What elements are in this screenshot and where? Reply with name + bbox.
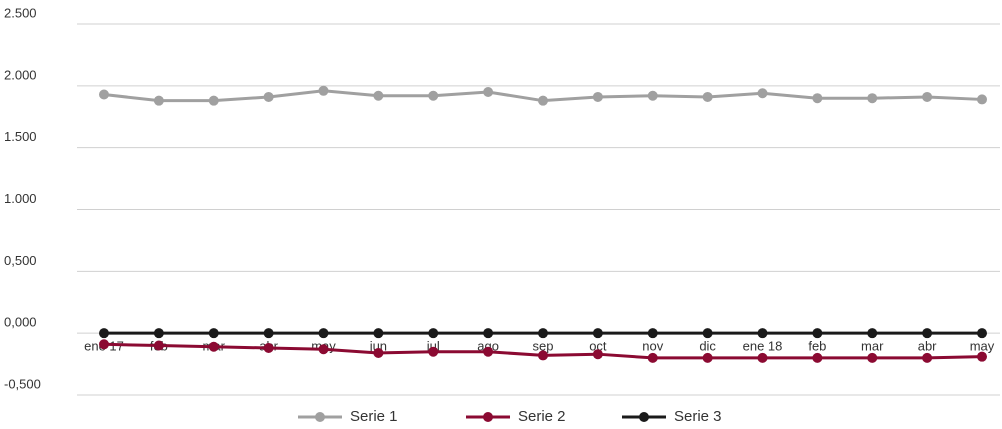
x-tick-label: mar: [861, 339, 884, 354]
point: [153, 328, 164, 339]
point: [538, 350, 548, 361]
point: [922, 91, 933, 102]
point: [483, 346, 494, 357]
point: [757, 328, 768, 339]
x-tick-label: jun: [369, 339, 387, 354]
x-tick-label: sep: [533, 339, 554, 354]
point: [428, 328, 439, 339]
point: [153, 340, 164, 351]
y-tick-label: 2.000: [4, 67, 37, 82]
point: [208, 341, 219, 352]
point: [647, 328, 658, 339]
point: [812, 93, 823, 104]
point: [812, 328, 823, 339]
point: [538, 328, 548, 339]
point: [428, 346, 439, 357]
point: [208, 328, 219, 339]
point: [483, 87, 494, 98]
legend-marker: [315, 412, 325, 422]
point: [702, 352, 713, 363]
y-tick-label: 0,000: [4, 315, 37, 330]
x-tick-label: ago: [477, 339, 499, 354]
point: [153, 95, 164, 106]
y-tick-label: 2.500: [4, 5, 37, 20]
legend-label: Serie 2: [518, 408, 566, 425]
point: [592, 328, 603, 339]
point: [538, 95, 548, 106]
point: [318, 344, 329, 355]
point: [647, 352, 658, 363]
point: [428, 90, 439, 101]
legend-marker: [483, 412, 493, 422]
point: [977, 328, 987, 339]
point: [647, 90, 658, 101]
point: [592, 349, 603, 360]
point: [977, 351, 987, 362]
y-tick-label: 1.000: [4, 191, 37, 206]
point: [922, 352, 933, 363]
y-tick-label: 0,500: [4, 253, 37, 268]
y-tick-label: 1.500: [4, 129, 37, 144]
point: [263, 328, 274, 339]
legend-marker: [639, 412, 649, 422]
x-tick-label: abr: [918, 339, 937, 354]
x-tick-label: ene 18: [743, 339, 783, 354]
point: [812, 352, 823, 363]
point: [867, 93, 878, 104]
point: [99, 339, 109, 350]
point: [373, 90, 384, 101]
y-tick-label: -0,500: [4, 376, 41, 391]
x-tick-label: feb: [808, 339, 826, 354]
point: [373, 347, 384, 358]
legend-label: Serie 3: [674, 408, 722, 425]
point: [702, 91, 713, 102]
point: [373, 328, 384, 339]
x-tick-label: nov: [642, 339, 663, 354]
point: [99, 328, 109, 339]
legend-label: Serie 1: [350, 408, 398, 425]
point: [208, 95, 219, 106]
point: [318, 85, 329, 96]
point: [922, 328, 933, 339]
point: [867, 352, 878, 363]
point: [483, 328, 494, 339]
point: [263, 91, 274, 102]
x-tick-label: oct: [589, 339, 607, 354]
point: [263, 343, 274, 354]
point: [702, 328, 713, 339]
point: [592, 91, 603, 102]
point: [99, 89, 109, 100]
x-tick-label: dic: [699, 339, 716, 354]
point: [867, 328, 878, 339]
point: [757, 88, 768, 99]
point: [318, 328, 329, 339]
point: [977, 94, 987, 105]
x-tick-label: may: [970, 339, 995, 354]
point: [757, 352, 768, 363]
